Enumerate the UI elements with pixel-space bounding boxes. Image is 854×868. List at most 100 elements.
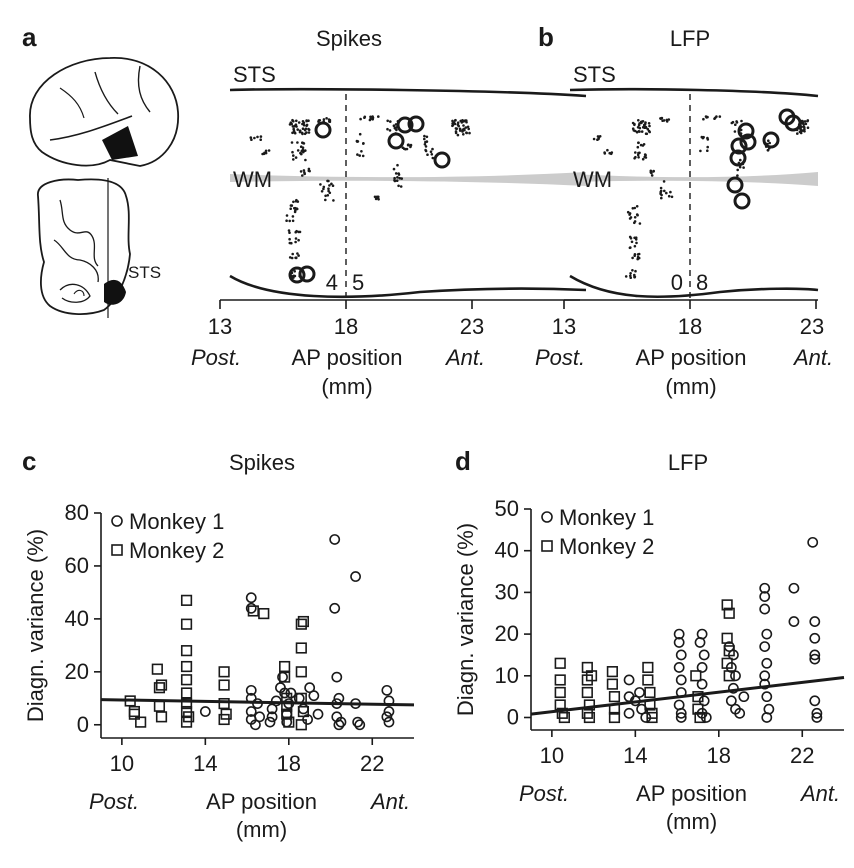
site-dot <box>629 274 632 278</box>
site-circle <box>288 266 306 284</box>
site-dot <box>669 190 672 194</box>
lower-boundary <box>229 274 587 299</box>
site-dot <box>660 116 664 120</box>
data-point-monkey1 <box>673 628 685 640</box>
site-dot <box>468 131 471 135</box>
site-dot <box>457 124 461 128</box>
site-circle <box>298 265 316 283</box>
site-dot <box>361 154 365 158</box>
data-point-monkey1 <box>759 670 771 682</box>
count-right-a: 5 <box>352 270 364 295</box>
site-dot <box>331 184 335 187</box>
site-dot <box>301 127 305 130</box>
site-dot <box>804 122 808 126</box>
site-dot <box>259 138 263 141</box>
site-dot <box>633 216 637 219</box>
wm-label: WM <box>573 167 612 192</box>
site-dot <box>631 207 635 210</box>
data-point-monkey1 <box>266 711 278 723</box>
data-point-monkey2 <box>642 661 654 674</box>
x-axis-label: AP position <box>292 345 403 370</box>
site-dot <box>429 150 433 153</box>
y-tick-label: 20 <box>495 621 519 646</box>
site-dot <box>803 130 806 133</box>
site-dot <box>626 210 630 214</box>
site-dot <box>292 158 295 161</box>
data-point-monkey1 <box>725 695 737 707</box>
site-dot <box>298 130 302 134</box>
site-dot <box>363 116 366 119</box>
site-dot <box>803 120 807 123</box>
site-dot <box>636 145 640 149</box>
site-dot <box>326 194 330 197</box>
data-point-monkey1 <box>383 706 395 717</box>
sts-boundary <box>229 87 587 98</box>
site-dot <box>715 115 718 118</box>
site-dot <box>423 134 426 138</box>
site-dot <box>663 189 666 193</box>
data-point-monkey1 <box>331 671 343 683</box>
site-dot <box>661 119 664 122</box>
site-dot <box>300 131 304 135</box>
panel-letter-b: b <box>538 22 554 52</box>
data-point-monkey2 <box>581 686 593 699</box>
x-tick-label: 14 <box>623 743 647 768</box>
site-dot <box>638 126 642 130</box>
site-dot <box>285 219 288 222</box>
legend-marker-monkey2 <box>111 544 123 556</box>
sts-label: STS <box>573 62 616 87</box>
data-point-monkey1 <box>761 628 773 640</box>
site-dot <box>263 151 266 155</box>
site-dot <box>406 143 410 147</box>
data-point-monkey1 <box>759 591 771 602</box>
map-b: STS WM 0 8 13 18 23 Post. AP position (m… <box>535 62 833 399</box>
site-dot <box>386 119 390 123</box>
data-point-monkey2 <box>128 708 140 720</box>
site-dot <box>399 185 403 188</box>
site-dot <box>301 122 304 126</box>
data-point-monkey2 <box>297 615 310 628</box>
data-point-monkey1 <box>675 674 687 686</box>
data-point-monkey1 <box>809 695 821 707</box>
site-dot <box>730 121 734 125</box>
site-dot <box>291 131 294 135</box>
site-dot <box>409 143 413 147</box>
site-dot <box>396 176 399 179</box>
x-tick-label: 22 <box>360 751 384 776</box>
site-dot <box>451 122 454 125</box>
site-dot <box>644 121 647 124</box>
site-dot <box>659 192 662 196</box>
legend-marker-monkey1 <box>111 515 123 527</box>
site-dot <box>295 207 299 211</box>
site-dot <box>462 133 465 136</box>
site-dot <box>637 156 640 159</box>
site-dot <box>644 156 648 159</box>
data-point-monkey2 <box>279 671 291 683</box>
site-dot <box>322 118 326 121</box>
y-tick-label: 30 <box>495 579 519 604</box>
data-point-monkey2 <box>723 645 735 657</box>
site-dot <box>665 118 669 122</box>
site-dot <box>362 142 365 145</box>
count-right-b: 8 <box>696 270 708 295</box>
site-dot <box>288 256 292 259</box>
data-point-monkey2 <box>608 691 621 703</box>
site-dot <box>307 167 311 171</box>
site-dot <box>294 230 298 234</box>
site-dot <box>293 270 297 273</box>
data-point-monkey1 <box>245 684 257 696</box>
data-point-monkey1 <box>728 682 739 694</box>
site-dot <box>305 119 308 122</box>
site-dot <box>628 217 632 220</box>
site-dot <box>768 141 771 145</box>
panel-letter-a: a <box>22 22 37 52</box>
site-dot <box>297 254 300 257</box>
site-dot <box>633 157 636 160</box>
site-dot <box>307 119 310 122</box>
data-point-monkey2 <box>295 618 307 630</box>
panel-d-title: LFP <box>668 450 708 475</box>
data-point-monkey2 <box>281 708 293 720</box>
site-dot <box>628 235 632 239</box>
data-point-monkey2 <box>554 674 566 686</box>
data-point-monkey2 <box>180 594 193 606</box>
